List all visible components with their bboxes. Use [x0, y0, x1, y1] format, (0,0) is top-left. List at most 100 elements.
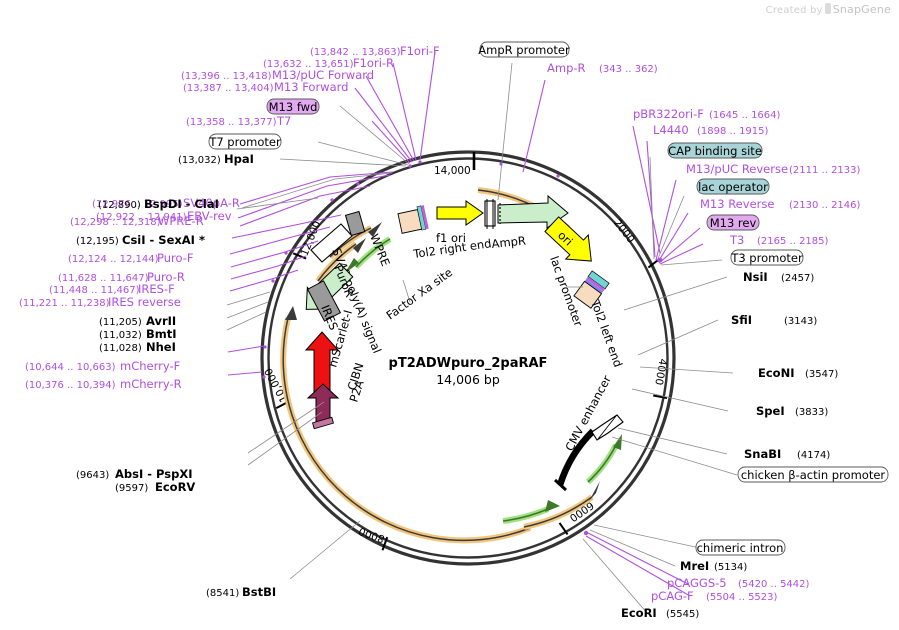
label-name: SpeI	[756, 404, 785, 418]
boxed-label-t3-promoter[interactable]: T3 promoter	[730, 249, 804, 266]
label-position: (13,032)	[178, 155, 221, 166]
boxed-label-text: AmpR promoter	[478, 43, 570, 57]
label-name: MreI	[680, 559, 709, 573]
label-pcaggs-5[interactable]: pCAGGS-5 (5420 .. 5442)	[667, 576, 810, 590]
feature-factor-xa-site[interactable]: Factor Xa site	[384, 265, 456, 322]
label-m13-puc-forward[interactable]: (13,396 .. 13,418) M13/pUC Forward	[181, 68, 374, 82]
label-position: (12,124 .. 12,144)	[68, 254, 159, 265]
watermark-prefix: Created by	[765, 5, 823, 16]
label-absi-pspxi[interactable]: (9643) AbsI - PspXI	[76, 467, 193, 481]
feature-marker-box[interactable]	[397, 205, 429, 234]
label-position: (11,448 .. 11,467)	[49, 285, 140, 296]
label-m13-puc-reverse[interactable]: M13/pUC Reverse (2111 .. 2133)	[686, 162, 861, 176]
label-position: (10,376 .. 10,394)	[25, 380, 116, 391]
label-t3[interactable]: T3 (2165 .. 2185)	[729, 233, 829, 247]
label-sv40pa-r[interactable]: (12,976 .. 12,995) SV40pA-R	[92, 196, 240, 210]
label-ebv-rev[interactable]: (12,922 .. 12,941) EBV-rev	[96, 209, 232, 223]
label-sfii[interactable]: SfiI (3143)	[731, 313, 817, 327]
label-pcag-f[interactable]: pCAG-F (5504 .. 5523)	[651, 589, 778, 603]
boxed-label-ampr-promoter[interactable]: AmpR promoter	[478, 41, 570, 58]
feature-cmv-enhancer[interactable]: CMV enhancer	[553, 373, 624, 492]
label-f1ori-r[interactable]: (13,632 .. 13,651) F1ori-R	[263, 56, 394, 70]
label-position: (1645 .. 1664)	[709, 110, 781, 121]
label-spei[interactable]: SpeI (3833)	[756, 404, 828, 418]
label-name: T3	[729, 233, 744, 247]
label-position: (13,396 .. 13,418)	[181, 71, 272, 82]
label-pbr322ori-f[interactable]: pBR322ori-F (1645 .. 1664)	[633, 107, 781, 121]
label-position: (3143)	[784, 316, 817, 327]
label-name: CsiI - SexAI *	[122, 233, 205, 247]
label-bstbi[interactable]: (8541) BstBI	[206, 585, 276, 599]
boxed-label-lac-operator[interactable]: lac operator	[696, 178, 770, 195]
label-econi[interactable]: EcoNI (3547)	[758, 366, 838, 380]
label-f1ori-f[interactable]: (13,842 .. 13,863) F1ori-F	[310, 44, 440, 58]
label-position: (11,205)	[99, 317, 142, 328]
label-position: (3547)	[805, 369, 838, 380]
label-m13-forward[interactable]: (13,387 .. 13,404) M13 Forward	[183, 80, 348, 94]
boxed-label-m13-rev[interactable]: M13 rev	[706, 214, 760, 231]
label-position: (2165 .. 2185)	[757, 236, 829, 247]
boxed-label-chicken-beta-actin-promoter[interactable]: chicken β-actin promoter	[737, 466, 889, 483]
watermark-brand: SnapGene	[832, 3, 891, 16]
label-position: (5420 .. 5442)	[738, 579, 810, 590]
label-puro-r[interactable]: (11,628 .. 11,647) Puro-R	[58, 270, 185, 284]
label-name: mCherry-F	[120, 359, 180, 373]
boxed-label-text: T3 promoter	[730, 251, 803, 265]
label-name: F1ori-F	[400, 44, 440, 58]
label-avrii[interactable]: (11,205) AvrII	[99, 314, 176, 328]
label-l4440[interactable]: L4440 (1898 .. 1915)	[653, 123, 769, 137]
feature-label: P2A	[347, 378, 367, 403]
label-nsii[interactable]: NsiI (2457)	[743, 270, 814, 284]
feature-ori[interactable]: ori	[541, 212, 603, 273]
label-position: (2457)	[781, 273, 814, 284]
label-snabi[interactable]: SnaBI (4174)	[744, 447, 830, 461]
boxed-label-chimeric-intron[interactable]: chimeric intron	[695, 539, 786, 556]
feature-ampr[interactable]: AmpR	[491, 194, 569, 251]
label-name: IRES reverse	[108, 295, 181, 309]
label-position: (12,922 .. 12,941)	[96, 212, 187, 223]
plasmid-backbone	[260, 150, 676, 566]
label-nhei[interactable]: (11,028) NheI	[99, 340, 176, 354]
label-name: SV40pA-R	[183, 196, 240, 210]
label-ecorv[interactable]: (9597) EcoRV	[115, 480, 195, 494]
feature-p2a[interactable]: P2A	[312, 378, 367, 430]
label-position: (5134)	[714, 562, 747, 573]
plasmid-size: 14,006 bp	[436, 372, 500, 387]
label-mrei[interactable]: MreI (5134)	[680, 559, 747, 573]
label-bmti[interactable]: (11,032) BmtI	[99, 327, 177, 341]
label-mcherry-r[interactable]: (10,376 .. 10,394) mCherry-R	[25, 377, 182, 391]
feature-f1-ori[interactable]: f1 ori	[436, 200, 484, 245]
tick-label: 8000	[357, 524, 386, 544]
label-ires-f[interactable]: (11,448 .. 11,467) IRES-F	[49, 282, 175, 296]
label-amp-r[interactable]: Amp-R (343 .. 362)	[547, 61, 658, 75]
label-position: (11,221 .. 11,238)	[19, 298, 110, 309]
boxed-label-m13-fwd[interactable]: M13 fwd	[266, 98, 320, 115]
label-name: NheI	[146, 340, 176, 354]
label-name: L4440	[653, 123, 689, 137]
label-csii-sexai[interactable]: (12,195) CsiI - SexAI *	[76, 233, 205, 247]
label-wpre-r[interactable]: (12,298 .. 12,318) WPRE-R	[70, 214, 204, 228]
label-position: (343 .. 362)	[599, 64, 658, 75]
label-position: (13,632 .. 13,651)	[263, 59, 354, 70]
label-position: (11,028)	[99, 343, 142, 354]
snapgene-watermark: Created by SnapGene	[766, 3, 891, 16]
boxed-label-t7-promoter[interactable]: T7 promoter	[208, 133, 282, 150]
label-position: (8541)	[206, 588, 239, 599]
label-name: SfiI	[731, 313, 752, 327]
label-ecori[interactable]: EcoRI (5545)	[621, 606, 699, 620]
label-mcherry-f[interactable]: (10,644 .. 10,663) mCherry-F	[25, 359, 180, 373]
label-ires-reverse[interactable]: (11,221 .. 11,238) IRES reverse	[19, 295, 181, 309]
label-name: BspDI - ClaI	[144, 197, 219, 211]
tick-label: 4000	[652, 358, 668, 386]
label-hpai[interactable]: (13,032) HpaI	[178, 152, 254, 166]
boxed-label-cap-binding-site[interactable]: CAP binding site	[667, 142, 763, 159]
label-bspdi-clai-visible[interactable]: (12,890) BspDI - ClaI	[98, 197, 219, 211]
label-puro-f[interactable]: (12,124 .. 12,144) Puro-F	[68, 251, 194, 265]
label-t7[interactable]: (13,358 .. 13,377) T7	[186, 114, 291, 128]
label-m13-reverse[interactable]: M13 Reverse (2130 .. 2146)	[700, 197, 861, 211]
label-name: NsiI	[743, 270, 768, 284]
label-position: (12,976 .. 12,995)	[92, 199, 183, 210]
label-position: (11,032)	[99, 330, 142, 341]
label-position: (13,842 .. 13,863)	[310, 47, 401, 58]
label-position: (2130 .. 2146)	[789, 200, 861, 211]
